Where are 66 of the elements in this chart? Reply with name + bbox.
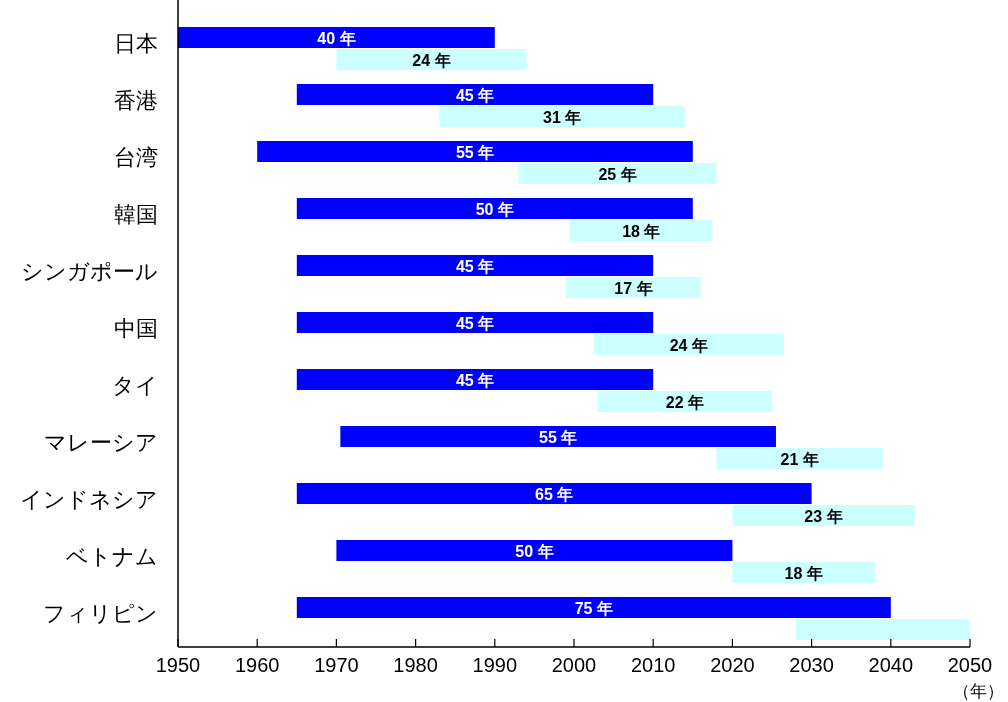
- bar: [296, 198, 693, 219]
- data-label: 18 年: [784, 564, 823, 582]
- y-tick-label: 韓国: [114, 201, 158, 227]
- y-tick-label: シンガポール: [21, 258, 158, 284]
- bar: [296, 84, 654, 105]
- bar: [296, 369, 654, 390]
- y-tick-label: ベトナム: [66, 543, 158, 569]
- y-tick-label: 中国: [114, 315, 158, 341]
- x-axis-title: （年）: [953, 682, 1004, 701]
- data-label: 24 年: [412, 51, 451, 69]
- data-label: 45 年: [455, 257, 495, 275]
- x-tick-label: 2030: [789, 654, 834, 676]
- y-tick-label: マレーシア: [44, 429, 158, 455]
- data-label: 45 年: [455, 86, 495, 104]
- bar: [296, 483, 812, 504]
- bar: [597, 391, 772, 412]
- bar: [296, 312, 654, 333]
- y-tick-label: 日本: [114, 30, 158, 56]
- y-tick-label: 香港: [114, 87, 158, 113]
- bar: [593, 334, 784, 355]
- bar: [732, 505, 915, 526]
- data-label: 50 年: [475, 200, 514, 218]
- x-tick-label: 1950: [155, 654, 201, 676]
- bar: [178, 27, 495, 48]
- x-tick-label: 1980: [393, 654, 438, 676]
- x-tick-label: 1990: [472, 654, 518, 676]
- y-tick-label: インドネシア: [20, 486, 158, 512]
- bar: [439, 106, 685, 127]
- data-label: 40 年: [317, 29, 356, 47]
- bar: [336, 49, 527, 70]
- y-tick-label: 台湾: [114, 144, 158, 170]
- data-label: 75 年: [574, 599, 613, 617]
- bar: [257, 141, 693, 162]
- x-tick-label: 2000: [551, 654, 597, 676]
- bar: [570, 220, 713, 241]
- data-label: 17 年: [614, 279, 653, 297]
- bar: [716, 448, 883, 469]
- data-label: 18 年: [622, 222, 661, 240]
- bar: [732, 562, 875, 583]
- data-label: 21 年: [780, 450, 819, 468]
- data-label: 24 年: [669, 336, 708, 354]
- x-tick-label: 2020: [710, 654, 755, 676]
- bar: [340, 426, 776, 447]
- y-tick-label: タイ: [112, 372, 158, 398]
- data-label: 55 年: [539, 428, 578, 446]
- data-label: 65 年: [535, 485, 574, 503]
- data-label: 22 年: [665, 393, 705, 411]
- data-label: 25 年: [598, 165, 637, 183]
- data-label: 50 年: [515, 542, 554, 560]
- data-label: 45 年: [455, 371, 495, 389]
- data-label: 55 年: [455, 143, 495, 161]
- bar: [296, 597, 891, 618]
- data-label: 45 年: [455, 314, 495, 332]
- bar: [566, 277, 701, 298]
- y-tick-label: フィリピン: [43, 600, 158, 626]
- bar: [518, 163, 717, 184]
- bar: [296, 255, 654, 276]
- bar: [795, 619, 970, 640]
- x-tick-label: 1970: [314, 654, 359, 676]
- x-tick-label: 2050: [947, 654, 993, 676]
- x-tick-label: 2040: [868, 654, 914, 676]
- x-tick-label: 1960: [234, 654, 280, 676]
- bar: [336, 540, 733, 561]
- x-tick-label: 2010: [630, 654, 676, 676]
- data-label: 23 年: [804, 507, 843, 525]
- data-label: 31 年: [542, 108, 582, 126]
